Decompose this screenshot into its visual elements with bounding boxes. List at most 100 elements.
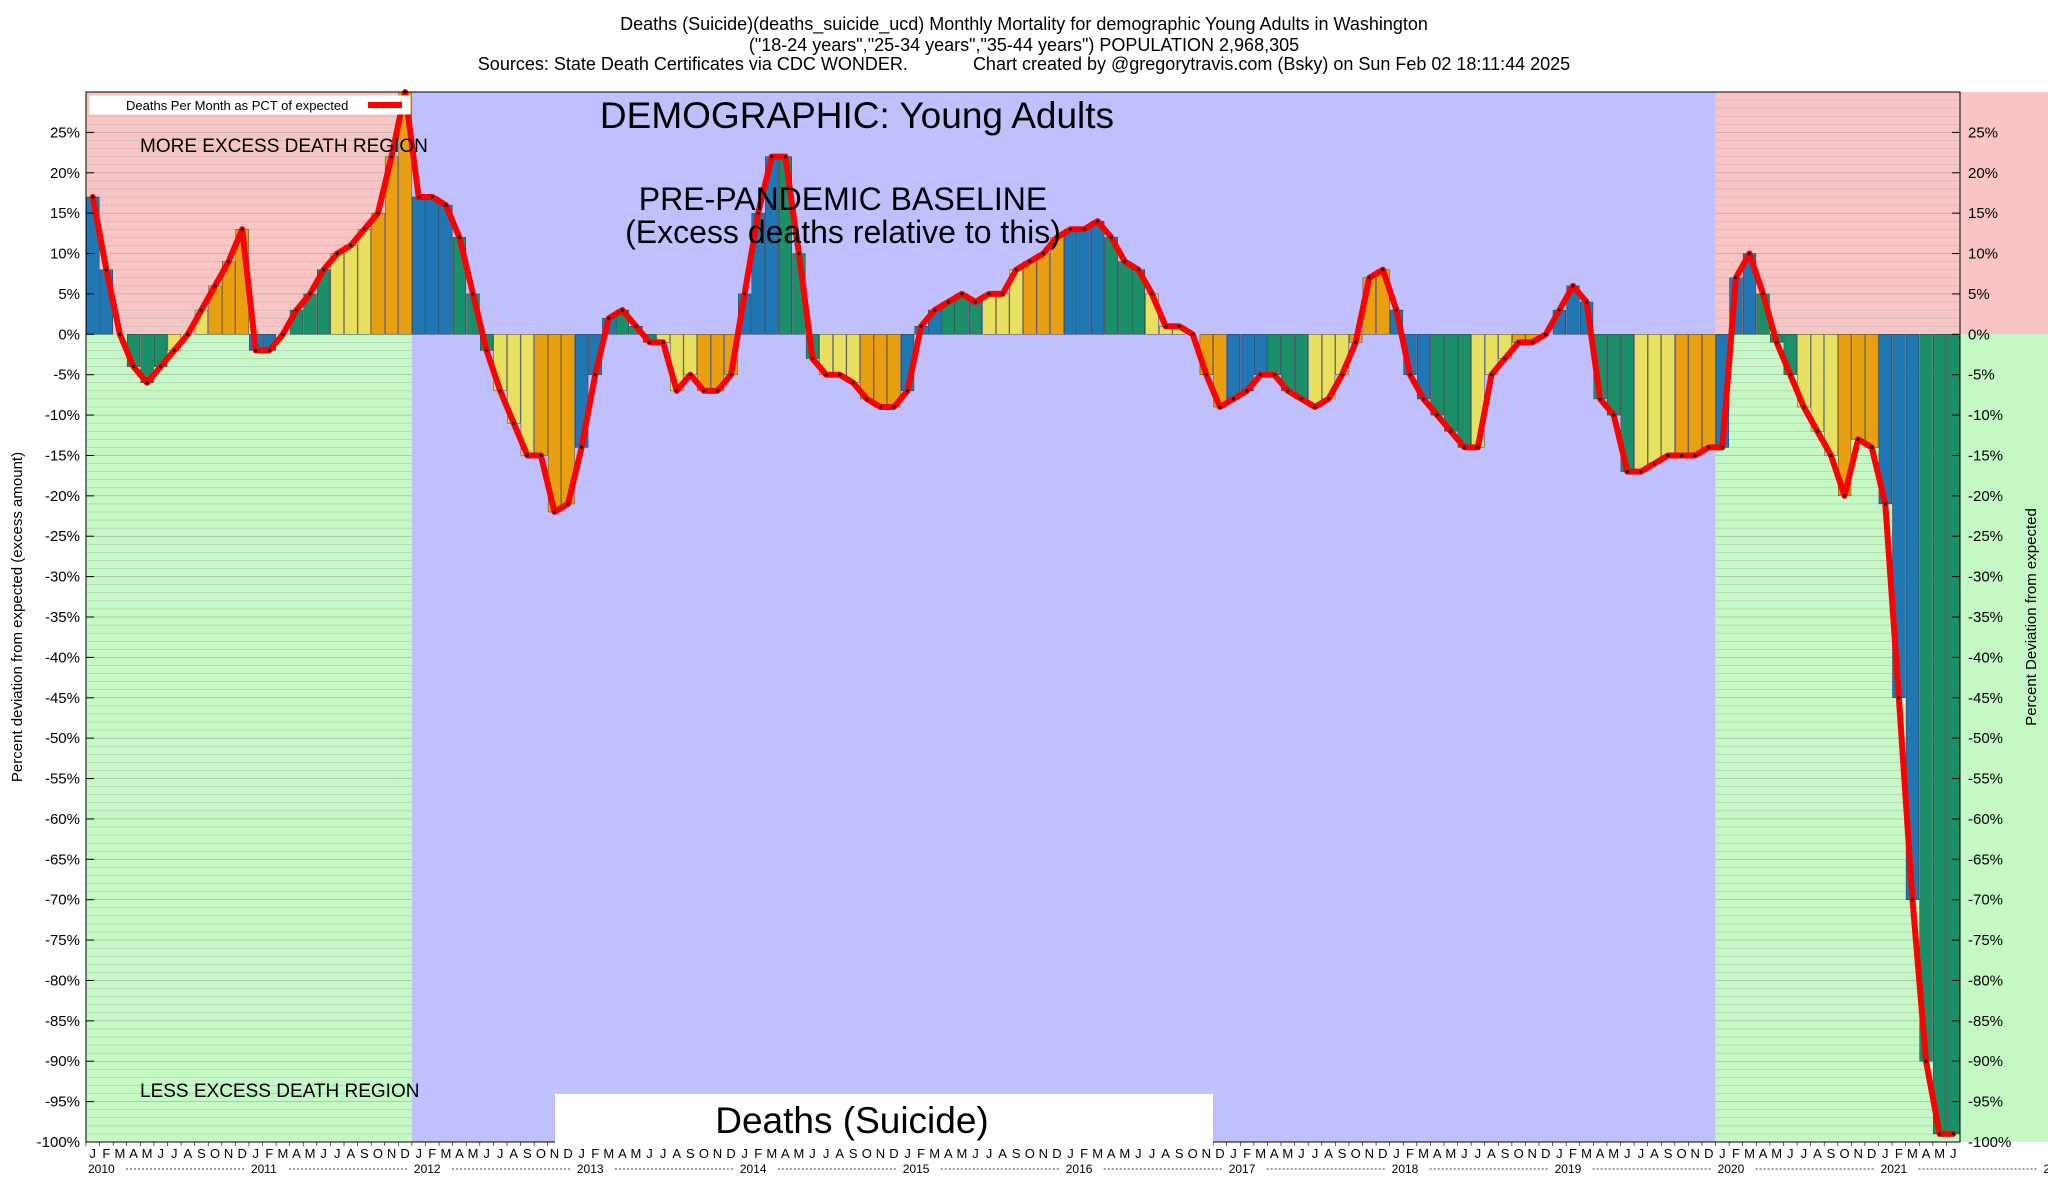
x-month-label: J	[986, 1146, 993, 1161]
data-point	[634, 324, 638, 328]
data-point	[1068, 227, 1073, 231]
x-month-label: O	[862, 1146, 872, 1161]
x-month-label: M	[1418, 1146, 1429, 1161]
data-point	[1326, 397, 1331, 401]
y-tick-label-left: -75%	[45, 932, 80, 949]
bar	[1865, 334, 1879, 448]
x-month-label: D	[889, 1146, 898, 1161]
y-tick-label-left: -85%	[45, 1013, 80, 1030]
x-month-label: F	[1406, 1146, 1414, 1161]
bar	[1702, 334, 1716, 448]
x-year-label: 2021	[1881, 1162, 1908, 1176]
x-month-label: J	[578, 1146, 585, 1161]
bar	[1063, 229, 1078, 335]
y-tick-label-left: -95%	[45, 1094, 80, 1111]
data-point	[838, 373, 842, 377]
y-tick-label-right: 15%	[1968, 205, 1998, 222]
x-month-label: J	[1149, 1146, 1156, 1161]
bar	[1036, 253, 1050, 335]
bar	[534, 334, 548, 456]
data-point	[987, 292, 991, 296]
bar	[425, 196, 439, 335]
data-point	[647, 340, 652, 344]
x-month-label: J	[252, 1146, 259, 1161]
data-point	[1598, 397, 1602, 401]
x-month-label: N	[876, 1146, 885, 1161]
data-point	[457, 235, 462, 239]
x-year-label: 2013	[577, 1162, 604, 1176]
bar	[1294, 334, 1308, 400]
data-point	[1938, 1132, 1942, 1136]
x-year-label: 2015	[903, 1162, 930, 1176]
bar	[1077, 229, 1091, 335]
x-month-label: D	[1215, 1146, 1224, 1161]
data-point	[1720, 445, 1724, 449]
data-point	[1163, 324, 1168, 328]
data-point	[1096, 219, 1100, 223]
x-month-label: O	[1677, 1146, 1687, 1161]
bar	[833, 334, 847, 375]
x-month-label: N	[1691, 1146, 1700, 1161]
x-month-label: J	[157, 1146, 164, 1161]
x-month-label: A	[1922, 1146, 1931, 1161]
x-month-label: M	[142, 1146, 153, 1161]
title-box	[555, 1094, 1213, 1146]
data-point	[797, 251, 801, 256]
data-point	[580, 445, 584, 449]
y-tick-label-left: 0%	[58, 326, 80, 343]
bar	[968, 301, 983, 335]
data-point	[444, 203, 448, 207]
x-month-label: J	[1787, 1146, 1794, 1161]
data-point	[199, 308, 204, 312]
bar	[1254, 334, 1268, 375]
data-point	[1462, 445, 1466, 449]
data-point	[946, 300, 950, 304]
y-tick-label-left: 15%	[50, 205, 80, 222]
y-tick-label-left: -40%	[45, 649, 80, 666]
x-month-label: J	[1638, 1146, 1645, 1161]
data-point	[1082, 227, 1086, 231]
x-month-label: S	[1827, 1146, 1836, 1161]
x-month-label: O	[373, 1146, 383, 1161]
x-month-label: O	[1025, 1146, 1035, 1161]
x-month-label: J	[1801, 1146, 1808, 1161]
x-month-label: M	[603, 1146, 614, 1161]
data-point	[1530, 340, 1534, 344]
y-tick-label-left: -100%	[37, 1134, 80, 1151]
y-tick-label-right: -60%	[1968, 811, 2003, 828]
data-point	[783, 155, 787, 159]
bar	[1430, 334, 1444, 416]
data-point	[1381, 268, 1385, 272]
bar	[1118, 261, 1132, 335]
y-tick-label-right: -5%	[1968, 367, 1995, 384]
x-month-label: M	[1934, 1146, 1945, 1161]
x-month-label: M	[794, 1146, 805, 1161]
x-month-label: O	[1351, 1146, 1361, 1161]
x-month-label: J	[904, 1146, 911, 1161]
x-month-label: A	[184, 1146, 193, 1161]
data-point	[905, 389, 910, 393]
x-month-label: A	[672, 1146, 681, 1161]
x-month-label: S	[523, 1146, 532, 1161]
data-point	[322, 268, 326, 272]
data-point	[1544, 332, 1548, 336]
data-point	[1340, 373, 1344, 377]
bar	[439, 204, 453, 335]
x-month-label: A	[998, 1146, 1007, 1161]
demographic-label: DEMOGRAPHIC: Young Adults	[600, 95, 1114, 136]
data-point	[145, 381, 149, 385]
x-month-label: F	[591, 1146, 599, 1161]
y-tick-label-right: 0%	[1968, 326, 1990, 343]
data-point	[1422, 397, 1426, 401]
y-tick-label-right: 20%	[1968, 165, 1998, 182]
data-point	[1204, 373, 1208, 377]
x-year-label: 2017	[1229, 1162, 1256, 1176]
data-point	[1788, 373, 1792, 377]
x-month-label: J	[415, 1146, 422, 1161]
data-point	[919, 324, 923, 328]
x-month-label: A	[509, 1146, 518, 1161]
data-point	[1897, 696, 1901, 700]
bar	[1647, 334, 1662, 464]
data-point	[376, 211, 380, 215]
x-month-label: M	[1907, 1146, 1918, 1161]
